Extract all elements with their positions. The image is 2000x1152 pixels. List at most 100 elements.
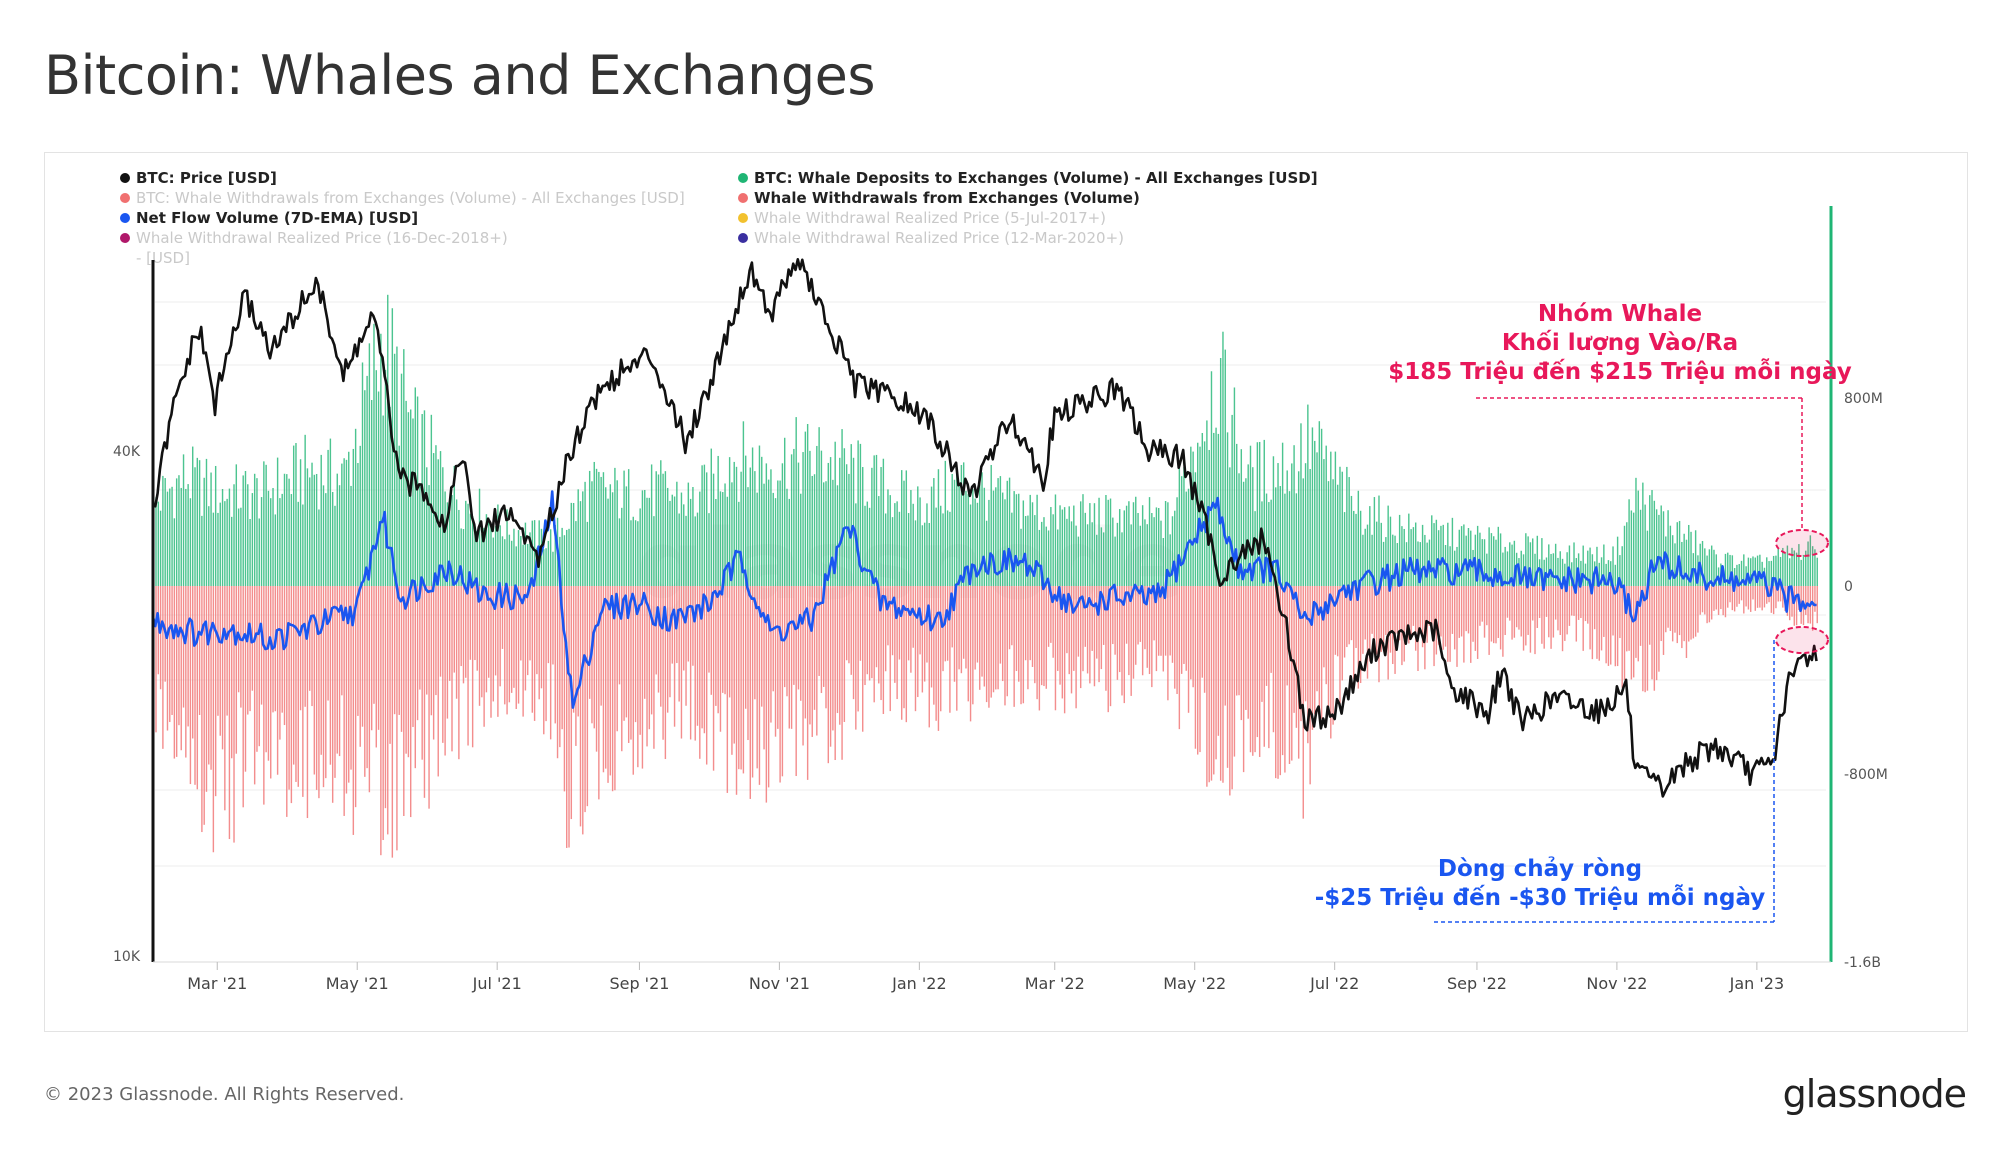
withdrawal-bar bbox=[1690, 586, 1692, 640]
deposit-bar bbox=[545, 548, 547, 586]
withdrawal-bar bbox=[1525, 586, 1527, 646]
legend-item-realized-price-2017[interactable]: Whale Withdrawal Realized Price (5-Jul-2… bbox=[736, 208, 1436, 228]
deposit-bar bbox=[1029, 494, 1031, 586]
withdrawal-bar bbox=[1756, 586, 1759, 608]
deposit-bar bbox=[1176, 497, 1178, 586]
withdrawal-bar bbox=[1777, 586, 1779, 602]
deposit-bar bbox=[1589, 547, 1591, 586]
deposit-bar bbox=[1359, 510, 1362, 586]
deposit-bar bbox=[1309, 469, 1311, 586]
withdrawal-bar bbox=[742, 586, 745, 774]
legend-item-realized-price-2018[interactable]: Whale Withdrawal Realized Price (16-Dec-… bbox=[118, 228, 738, 268]
deposit-bar bbox=[529, 532, 531, 586]
deposit-bar bbox=[584, 481, 586, 586]
withdrawal-bar bbox=[1614, 586, 1617, 667]
deposit-bar bbox=[1495, 539, 1497, 586]
withdrawal-bar bbox=[813, 586, 816, 710]
deposit-bar bbox=[1708, 549, 1711, 586]
legend-item-net-flow[interactable]: Net Flow Volume (7D-EMA) [USD] bbox=[118, 208, 738, 228]
withdrawal-bar bbox=[1770, 586, 1773, 613]
deposit-bar bbox=[953, 479, 956, 586]
withdrawal-bar bbox=[458, 586, 460, 760]
deposit-bar bbox=[1343, 512, 1346, 586]
legend-item-btc-price[interactable]: BTC: Price [USD] bbox=[118, 168, 738, 188]
withdrawal-bar bbox=[735, 586, 738, 795]
deposit-bar bbox=[1300, 423, 1302, 586]
withdrawal-bar bbox=[1733, 586, 1736, 612]
right-axis-tick-label: 0 bbox=[1844, 579, 1853, 595]
deposit-bar bbox=[995, 487, 997, 586]
deposit-bar bbox=[1366, 524, 1369, 586]
withdrawal-bar bbox=[306, 586, 309, 819]
deposit-bar bbox=[469, 513, 472, 586]
withdrawal-bar bbox=[527, 586, 529, 676]
deposit-bar bbox=[919, 497, 921, 586]
deposit-bar bbox=[1112, 517, 1114, 586]
withdrawal-bar bbox=[1061, 586, 1064, 699]
withdrawal-bar bbox=[726, 586, 729, 793]
deposit-bar bbox=[1261, 501, 1263, 586]
withdrawal-bar bbox=[1788, 586, 1791, 621]
withdrawal-bar bbox=[956, 586, 958, 711]
deposit-bar bbox=[1063, 507, 1066, 586]
deposit-bar bbox=[1451, 517, 1454, 586]
withdrawal-bar bbox=[816, 586, 818, 736]
legend-label: Whale Withdrawal Realized Price (5-Jul-2… bbox=[754, 209, 1107, 227]
deposit-bar bbox=[267, 490, 270, 586]
deposit-bar bbox=[568, 528, 570, 586]
withdrawal-bar bbox=[1651, 586, 1653, 680]
deposit-bar bbox=[797, 462, 800, 586]
withdrawal-bar bbox=[680, 586, 683, 739]
withdrawal-bar bbox=[788, 586, 790, 729]
deposit-bar bbox=[967, 493, 969, 586]
deposit-bar bbox=[1079, 501, 1082, 586]
legend-item-whale-withdrawals-all[interactable]: BTC: Whale Withdrawals from Exchanges (V… bbox=[118, 188, 738, 208]
withdrawal-bar bbox=[894, 586, 896, 683]
withdrawal-bar bbox=[1215, 586, 1217, 760]
deposit-bar bbox=[958, 484, 960, 586]
deposit-bar bbox=[579, 501, 582, 586]
withdrawal-bar bbox=[923, 586, 926, 682]
deposit-bar bbox=[1091, 522, 1093, 586]
deposit-bar bbox=[492, 537, 495, 586]
deposit-bar bbox=[377, 391, 380, 586]
legend-item-whale-deposits[interactable]: BTC: Whale Deposits to Exchanges (Volume… bbox=[736, 168, 1436, 188]
withdrawal-bar bbox=[504, 586, 506, 705]
withdrawal-bar bbox=[834, 586, 836, 761]
deposit-bar bbox=[1704, 548, 1706, 586]
x-axis-tick-label: Mar '22 bbox=[1025, 974, 1085, 993]
withdrawal-bar bbox=[1476, 586, 1479, 659]
withdrawal-bar bbox=[634, 586, 637, 723]
deposit-bar bbox=[1651, 490, 1653, 586]
deposit-bar bbox=[1323, 459, 1325, 586]
withdrawal-bar bbox=[1639, 586, 1642, 646]
deposit-bar bbox=[857, 440, 859, 586]
glassnode-logo[interactable]: glassnode bbox=[1782, 1072, 1967, 1116]
legend-dot-icon bbox=[120, 193, 130, 203]
deposit-bar bbox=[1476, 525, 1479, 586]
deposit-bar bbox=[873, 455, 875, 586]
withdrawal-bar bbox=[972, 586, 974, 705]
withdrawal-bar bbox=[637, 586, 639, 768]
withdrawal-bar bbox=[189, 586, 192, 785]
withdrawal-bar bbox=[247, 586, 249, 715]
deposit-bar bbox=[1499, 533, 1502, 586]
withdrawal-bar bbox=[412, 586, 414, 727]
withdrawal-bar bbox=[692, 586, 694, 666]
withdrawal-bar bbox=[1063, 586, 1066, 714]
deposit-bar bbox=[1504, 546, 1506, 586]
deposit-bar bbox=[244, 470, 247, 586]
deposit-bar bbox=[283, 473, 286, 586]
withdrawal-bar bbox=[653, 586, 655, 749]
deposit-bar bbox=[1052, 514, 1054, 586]
deposit-bar bbox=[1001, 492, 1004, 586]
withdrawal-bar bbox=[175, 586, 178, 757]
withdrawal-bar bbox=[352, 586, 355, 835]
legend-item-realized-price-2020[interactable]: Whale Withdrawal Realized Price (12-Mar-… bbox=[736, 228, 1436, 248]
withdrawal-bar bbox=[478, 586, 481, 706]
x-axis-tick-label: Sep '21 bbox=[609, 974, 669, 993]
deposit-bar bbox=[1502, 552, 1504, 586]
whale-deposit-highlight bbox=[1775, 529, 1829, 557]
legend-item-whale-withdrawals[interactable]: Whale Withdrawals from Exchanges (Volume… bbox=[736, 188, 1436, 208]
deposit-bar bbox=[676, 481, 678, 586]
